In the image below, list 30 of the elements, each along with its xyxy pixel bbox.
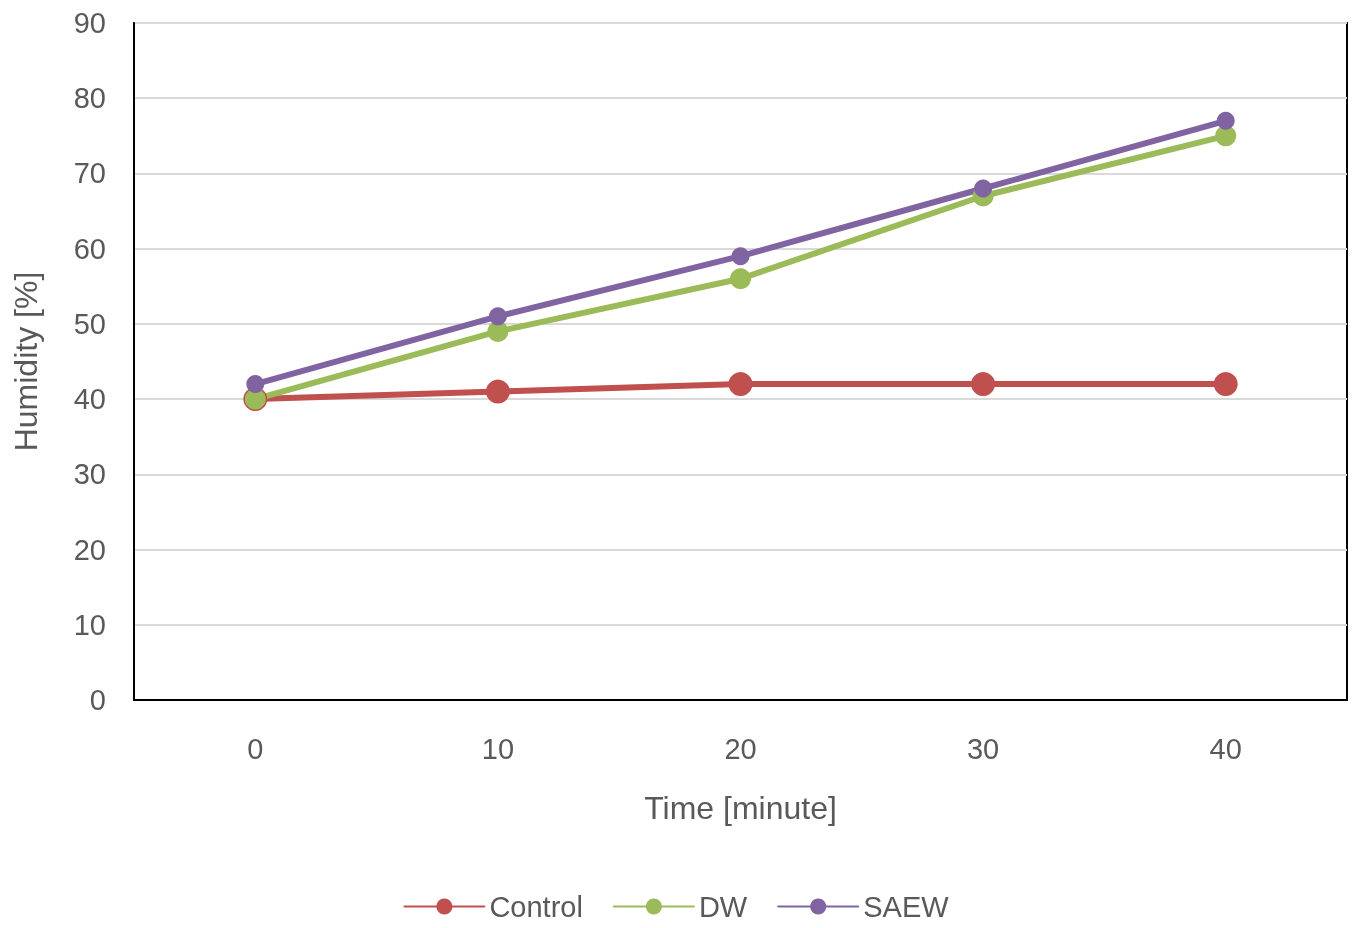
legend-label: DW	[698, 890, 748, 923]
legend-label: SAEW	[863, 890, 950, 923]
x-tick-label: 10	[481, 732, 515, 765]
y-tick-label: 40	[73, 383, 106, 416]
point	[1213, 372, 1238, 397]
point	[731, 247, 750, 266]
x-tick-label: 20	[724, 732, 757, 765]
point	[974, 179, 993, 198]
y-tick-label: 90	[73, 7, 106, 39]
y-axis-title: Humidity [%]	[8, 271, 44, 452]
point	[971, 372, 996, 397]
point	[728, 372, 753, 397]
y-tick-label: 30	[73, 458, 106, 491]
x-tick-label: 0	[247, 732, 264, 765]
point	[730, 268, 751, 290]
point	[488, 307, 507, 326]
point	[246, 375, 265, 394]
y-tick-label: 10	[73, 608, 106, 641]
x-axis-title: Time [minute]	[644, 790, 837, 826]
y-tick-label: 20	[73, 533, 106, 566]
y-tick-label: 0	[89, 684, 106, 716]
y-tick-label: 60	[73, 232, 106, 265]
x-tick-label: 40	[1209, 732, 1242, 765]
point	[485, 379, 510, 404]
y-tick-label: 50	[73, 307, 106, 340]
legend-label: Control	[489, 890, 583, 923]
y-tick-label: 80	[73, 82, 106, 115]
x-tick-label: 30	[966, 732, 1000, 765]
point	[1216, 111, 1235, 130]
y-tick-label: 70	[73, 157, 106, 190]
